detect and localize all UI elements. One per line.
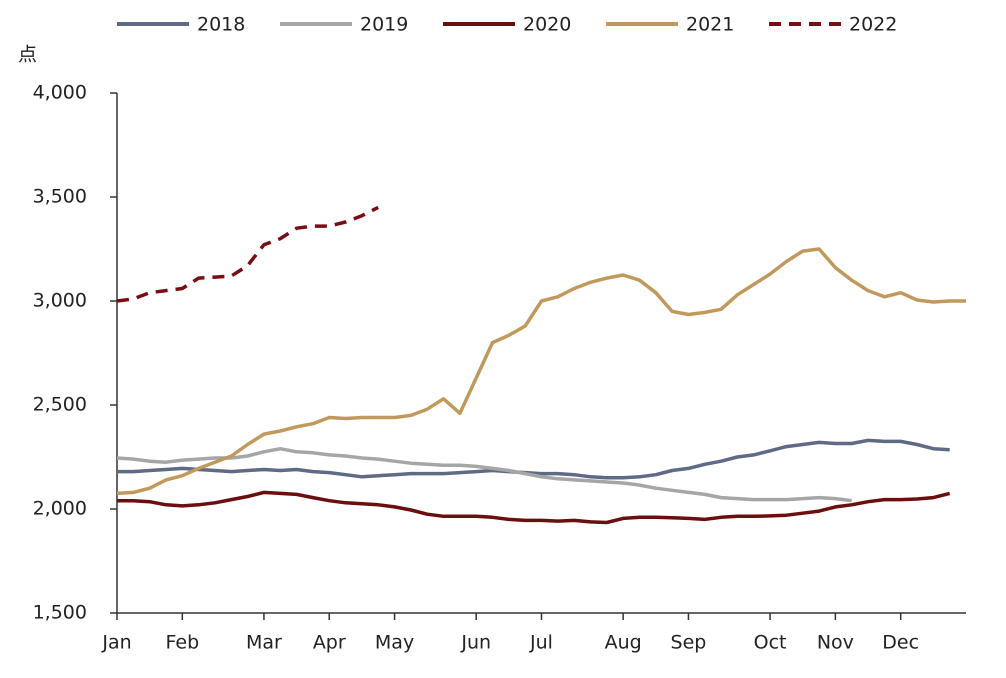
x-tick-label: Aug <box>605 632 642 654</box>
series-line <box>117 490 951 525</box>
x-tick-label: Jun <box>460 632 491 654</box>
x-tick-label: Mar <box>246 632 282 654</box>
x-tick-label: Nov <box>817 632 854 654</box>
y-tick-label: 2,000 <box>33 498 87 520</box>
x-tick-label: Jan <box>101 632 131 654</box>
series-line <box>117 438 950 480</box>
y-tick-label: 1,500 <box>33 602 87 624</box>
series-line <box>116 446 852 503</box>
legend-label: 2020 <box>523 14 571 36</box>
legend-label: 2022 <box>849 14 897 36</box>
x-tick-label: May <box>375 632 414 654</box>
y-tick-label: 3,000 <box>33 290 87 312</box>
legend-label: 2019 <box>360 14 408 36</box>
y-tick-label: 3,500 <box>33 186 87 208</box>
series-line <box>116 247 966 496</box>
x-tick-label: Feb <box>165 632 199 654</box>
x-tick-label: Apr <box>313 632 346 654</box>
x-tick-label: Sep <box>671 632 707 654</box>
x-tick-label: Oct <box>754 632 787 654</box>
y-axis-label: 点 <box>18 44 37 66</box>
x-tick-label: Jul <box>529 632 553 654</box>
legend-label: 2021 <box>686 14 734 36</box>
series-line <box>116 205 379 303</box>
y-tick-label: 4,000 <box>33 82 87 104</box>
x-tick-label: Dec <box>882 632 919 654</box>
legend-label: 2018 <box>197 14 245 36</box>
y-tick-label: 2,500 <box>33 394 87 416</box>
